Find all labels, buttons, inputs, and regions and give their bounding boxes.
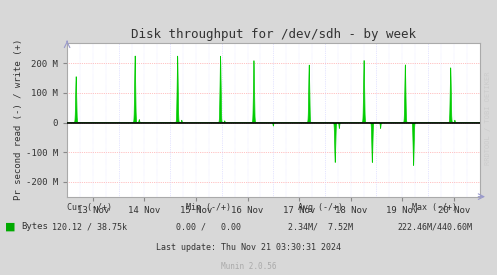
Text: 222.46M/440.60M: 222.46M/440.60M: [398, 222, 472, 231]
Text: 120.12 / 38.75k: 120.12 / 38.75k: [52, 222, 127, 231]
Text: 0.00 /   0.00: 0.00 / 0.00: [176, 222, 241, 231]
Text: Munin 2.0.56: Munin 2.0.56: [221, 262, 276, 271]
Text: Max (-/+): Max (-/+): [413, 203, 457, 212]
Text: Bytes: Bytes: [21, 222, 48, 231]
Text: Cur (-/+): Cur (-/+): [67, 203, 112, 212]
Text: Min (-/+): Min (-/+): [186, 203, 231, 212]
Title: Disk throughput for /dev/sdh - by week: Disk throughput for /dev/sdh - by week: [131, 28, 416, 42]
Y-axis label: Pr second read (-) / write (+): Pr second read (-) / write (+): [14, 39, 23, 200]
Text: Last update: Thu Nov 21 03:30:31 2024: Last update: Thu Nov 21 03:30:31 2024: [156, 243, 341, 252]
Text: 2.34M/  7.52M: 2.34M/ 7.52M: [288, 222, 353, 231]
Text: ■: ■: [5, 222, 15, 232]
Text: Avg (-/+): Avg (-/+): [298, 203, 343, 212]
Text: RRDTOOL / TOBI OETIKER: RRDTOOL / TOBI OETIKER: [485, 72, 491, 165]
